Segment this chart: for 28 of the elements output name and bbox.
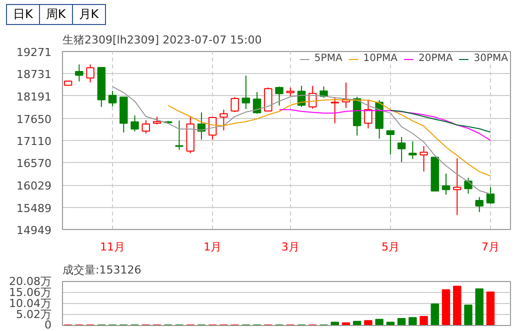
- y-tick-label: 0: [44, 318, 52, 331]
- chart-title: 生猪2309[lh2309] 2023-07-07 15:00: [62, 34, 262, 46]
- y-tick-label: 20.08万: [9, 275, 52, 288]
- y-tick-label: 17650: [16, 112, 52, 126]
- x-tick-label: 3月: [281, 240, 300, 254]
- y-tick-label: 15489: [16, 202, 52, 215]
- y-tick-label: 16029: [16, 180, 52, 193]
- y-tick-label: 16570: [16, 157, 52, 170]
- legend-label: 5PMA: [314, 53, 342, 64]
- legend-label: 10PMA: [363, 53, 398, 64]
- x-tick-label: 1月: [204, 240, 222, 254]
- x-tick-label: 7月: [481, 240, 500, 254]
- y-tick-label: 10.04万: [9, 297, 52, 310]
- legend-label: 30PMA: [474, 53, 508, 64]
- text: 日K: [6, 4, 40, 26]
- text: 周K: [38, 4, 73, 26]
- y-tick-label: 18191: [16, 90, 52, 104]
- chart-title: 成交量:153126: [62, 264, 142, 276]
- y-tick-label: 18731: [16, 68, 52, 82]
- y-tick-label: 19271: [16, 46, 52, 59]
- y-tick-label: 14949: [16, 224, 52, 237]
- y-tick-label: 15.06万: [9, 286, 52, 299]
- x-tick-label: 11月: [100, 240, 126, 254]
- legend-label: 20PMA: [418, 53, 453, 64]
- y-tick-label: 17110: [16, 135, 52, 148]
- text: 月K: [72, 4, 106, 26]
- y-tick-label: 5.02万: [16, 308, 52, 321]
- x-tick-label: 5月: [381, 240, 400, 254]
